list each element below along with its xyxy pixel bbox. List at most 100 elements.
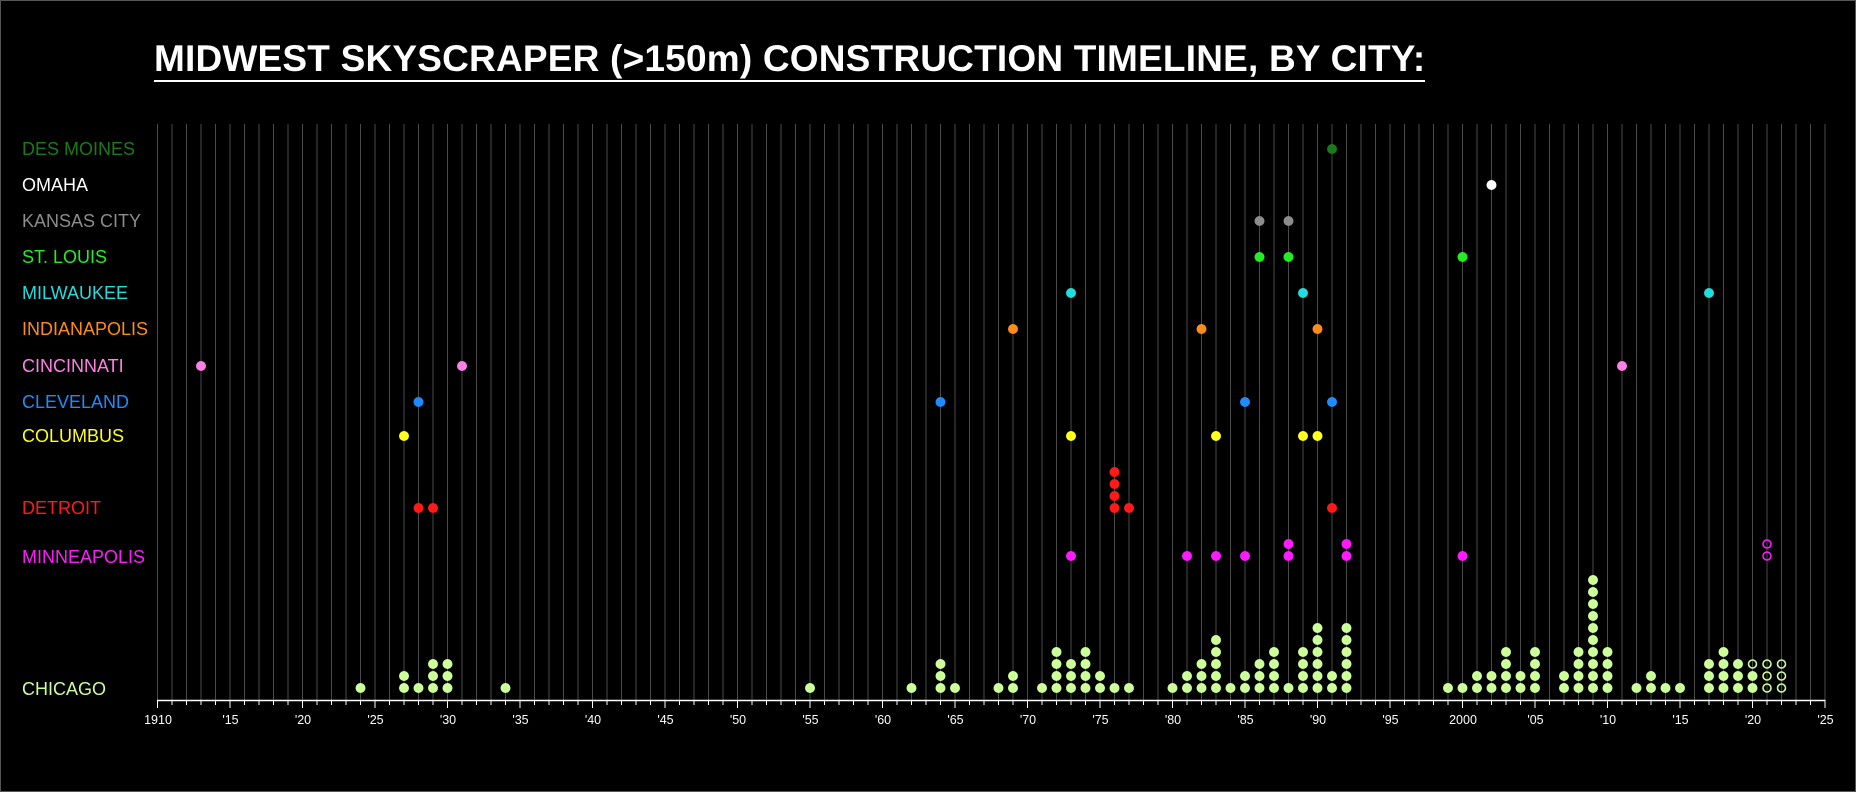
data-point xyxy=(1602,671,1613,681)
city-label: OMAHA xyxy=(22,175,88,195)
data-point xyxy=(1486,683,1497,693)
x-tick-label: 2000 xyxy=(1449,713,1477,727)
data-point xyxy=(1269,683,1279,693)
data-point xyxy=(1008,671,1018,681)
data-point xyxy=(1095,671,1105,681)
planned-point xyxy=(1776,659,1787,669)
planned-point xyxy=(1762,551,1772,561)
data-point xyxy=(1109,491,1120,501)
data-point xyxy=(1588,635,1598,645)
x-tick-label: '70 xyxy=(1020,713,1036,727)
chart-title: MIDWEST SKYSCRAPER (>150m) CONSTRUCTION … xyxy=(154,38,1426,83)
data-point xyxy=(1182,551,1192,561)
x-tick-label: '45 xyxy=(657,713,673,727)
data-point xyxy=(1196,671,1207,681)
city-label: INDIANAPOLIS xyxy=(22,319,148,339)
data-point xyxy=(1327,503,1337,513)
data-point xyxy=(1312,324,1323,334)
city-label: MINNEAPOLIS xyxy=(22,547,145,567)
data-point xyxy=(1327,397,1337,407)
data-point xyxy=(500,683,511,693)
data-point xyxy=(1457,683,1468,693)
data-point xyxy=(1211,671,1221,681)
data-point xyxy=(1588,659,1598,669)
data-point xyxy=(1211,647,1221,657)
data-point xyxy=(1124,503,1134,513)
planned-point xyxy=(1762,659,1772,669)
data-point xyxy=(355,683,366,693)
data-point xyxy=(1718,683,1729,693)
data-point xyxy=(1457,551,1468,561)
data-point xyxy=(442,671,453,681)
data-point xyxy=(1472,683,1482,693)
data-point xyxy=(1240,397,1250,407)
data-point xyxy=(1733,683,1743,693)
x-tick-label: '80 xyxy=(1165,713,1181,727)
x-tick-label: '40 xyxy=(585,713,601,727)
data-point xyxy=(993,683,1004,693)
data-point xyxy=(1588,647,1598,657)
data-point xyxy=(1341,683,1352,693)
data-point xyxy=(1269,659,1279,669)
data-point xyxy=(1718,671,1729,681)
city-label: DETROIT xyxy=(22,498,101,518)
data-point xyxy=(1443,683,1453,693)
data-point xyxy=(1501,683,1511,693)
planned-point xyxy=(1776,683,1787,693)
data-point xyxy=(1501,659,1511,669)
data-point xyxy=(1675,683,1685,693)
data-point xyxy=(1211,683,1221,693)
data-point xyxy=(1646,683,1656,693)
data-point xyxy=(1066,671,1076,681)
data-point xyxy=(1080,671,1091,681)
x-tick-label: '65 xyxy=(947,713,963,727)
x-tick-label: '85 xyxy=(1237,713,1253,727)
data-point xyxy=(1298,431,1308,441)
data-point xyxy=(1559,683,1569,693)
data-point xyxy=(1588,575,1598,585)
data-point xyxy=(1718,647,1729,657)
data-point xyxy=(1486,180,1497,190)
data-point xyxy=(1124,683,1134,693)
data-point xyxy=(1109,683,1120,693)
data-point xyxy=(1530,659,1540,669)
data-point xyxy=(413,503,424,513)
x-tick-label: '55 xyxy=(802,713,818,727)
data-point xyxy=(1080,683,1091,693)
city-label: KANSAS CITY xyxy=(22,211,141,231)
data-point xyxy=(1109,467,1120,477)
data-point xyxy=(1472,671,1482,681)
x-tick-label: '15 xyxy=(1672,713,1688,727)
data-point xyxy=(1573,647,1584,657)
data-point xyxy=(1588,683,1598,693)
data-point xyxy=(1211,635,1221,645)
data-point xyxy=(1254,659,1265,669)
data-point xyxy=(1602,683,1613,693)
data-point xyxy=(1109,503,1120,513)
data-point xyxy=(1646,671,1656,681)
data-point xyxy=(1515,671,1526,681)
data-point xyxy=(457,361,467,371)
data-point xyxy=(1269,647,1279,657)
data-point xyxy=(1530,671,1540,681)
planned-point xyxy=(1747,659,1758,669)
data-point xyxy=(399,683,409,693)
data-point xyxy=(428,671,438,681)
data-point xyxy=(1704,659,1714,669)
data-point xyxy=(1312,431,1323,441)
data-point xyxy=(1298,647,1308,657)
city-label: CLEVELAND xyxy=(22,392,129,412)
data-point xyxy=(1530,683,1540,693)
data-point xyxy=(1588,611,1598,621)
data-point xyxy=(1617,361,1627,371)
data-point xyxy=(1588,599,1598,609)
data-point xyxy=(1312,623,1323,633)
x-tick-label: '25 xyxy=(367,713,383,727)
data-point xyxy=(1457,252,1468,262)
data-point xyxy=(1704,671,1714,681)
data-point xyxy=(1602,647,1613,657)
x-tick-label: '35 xyxy=(512,713,528,727)
data-point xyxy=(1080,659,1091,669)
data-point xyxy=(1631,683,1642,693)
data-point xyxy=(1501,647,1511,657)
